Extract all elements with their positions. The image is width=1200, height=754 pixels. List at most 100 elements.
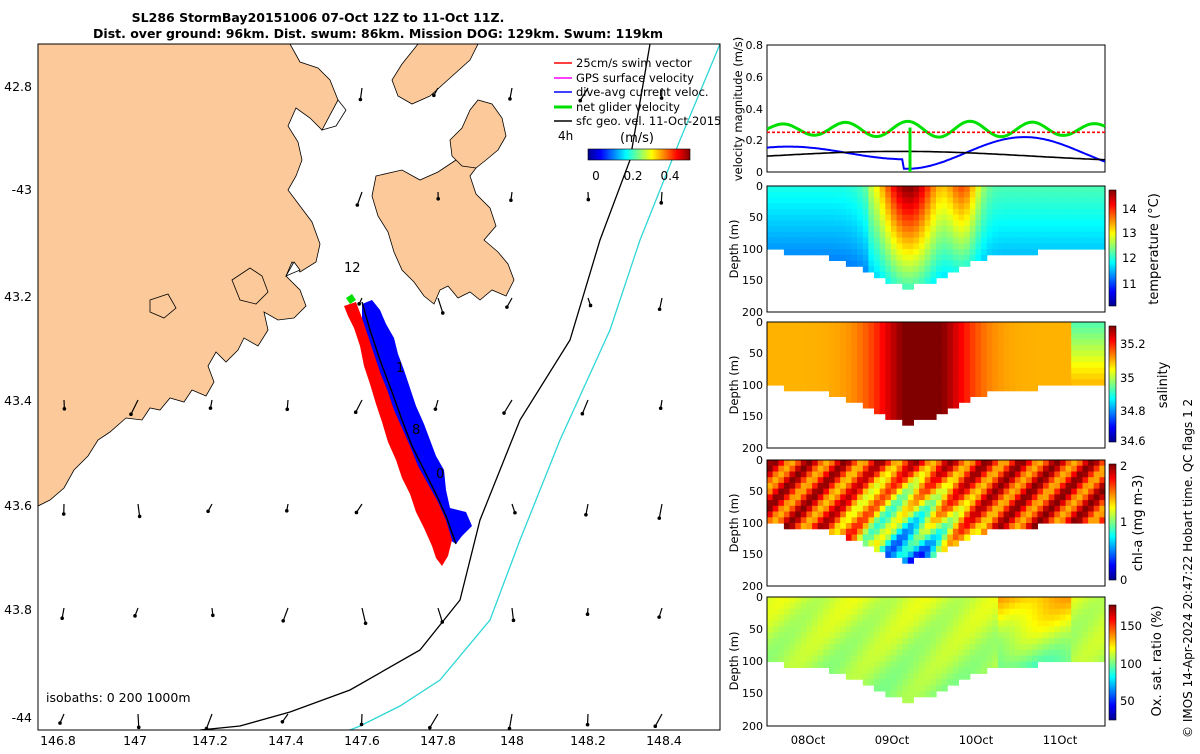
section-cell bbox=[891, 339, 897, 345]
section-cell bbox=[964, 517, 970, 523]
section-cell bbox=[959, 609, 965, 616]
section-cell bbox=[987, 334, 993, 340]
section-cell bbox=[970, 198, 976, 204]
section-cell bbox=[1015, 489, 1021, 495]
section-cell bbox=[801, 186, 807, 192]
section-cell bbox=[947, 673, 953, 680]
chla-section bbox=[767, 460, 1106, 564]
section-cell bbox=[801, 192, 807, 198]
section-cell bbox=[970, 339, 976, 345]
section-cell bbox=[778, 489, 784, 495]
section-cell bbox=[880, 483, 886, 489]
section-cell bbox=[1004, 489, 1010, 495]
section-cell bbox=[959, 644, 965, 651]
section-cell bbox=[891, 483, 897, 489]
section-cell bbox=[885, 374, 891, 380]
section-cell bbox=[846, 460, 852, 466]
section-cell bbox=[812, 249, 818, 255]
section-cell bbox=[801, 220, 807, 226]
section-cell bbox=[773, 345, 779, 351]
section-cell bbox=[1021, 249, 1027, 255]
section-cell bbox=[925, 609, 931, 616]
section-cell bbox=[795, 249, 801, 255]
section-cell bbox=[1021, 512, 1027, 518]
section-cell bbox=[936, 621, 942, 628]
section-cell bbox=[818, 249, 824, 255]
section-cell bbox=[891, 351, 897, 357]
section-cell bbox=[1077, 609, 1083, 616]
section-cell bbox=[863, 615, 869, 622]
section-cell bbox=[959, 368, 965, 374]
section-cell bbox=[1054, 374, 1060, 380]
section-cell bbox=[778, 597, 784, 604]
section-cell bbox=[1049, 238, 1055, 244]
section-cell bbox=[908, 249, 914, 255]
section-cell bbox=[829, 243, 835, 249]
section-cell bbox=[880, 460, 886, 466]
section-cell bbox=[953, 192, 959, 198]
sfc-arrow-head bbox=[356, 203, 360, 207]
section-cell bbox=[914, 523, 920, 529]
section-cell bbox=[947, 650, 953, 657]
section-cell bbox=[925, 667, 931, 674]
section-cell bbox=[1026, 494, 1032, 500]
sfc-arrow bbox=[138, 714, 139, 727]
section-cell bbox=[795, 466, 801, 472]
section-cell bbox=[925, 334, 931, 340]
map-x-tick: 148 bbox=[500, 733, 524, 748]
section-cell bbox=[914, 546, 920, 552]
chla-colorbar bbox=[1109, 464, 1116, 580]
section-cell bbox=[914, 644, 920, 651]
section-cell bbox=[914, 356, 920, 362]
section-cell bbox=[801, 356, 807, 362]
section-cell bbox=[897, 362, 903, 368]
section-cell bbox=[885, 220, 891, 226]
section-cell bbox=[1009, 626, 1015, 633]
section-cell bbox=[987, 477, 993, 483]
section-cell bbox=[880, 272, 886, 278]
section-cell bbox=[1009, 466, 1015, 472]
section-cell bbox=[846, 489, 852, 495]
section-cell bbox=[1043, 198, 1049, 204]
section-cell bbox=[936, 203, 942, 209]
section-cell bbox=[914, 691, 920, 698]
section-cell bbox=[1094, 192, 1100, 198]
ox-cbar-tick: 50 bbox=[1120, 694, 1135, 708]
section-cell bbox=[998, 345, 1004, 351]
depth-tick: 50 bbox=[749, 347, 763, 360]
section-cell bbox=[981, 328, 987, 334]
section-cell bbox=[891, 603, 897, 610]
section-cell bbox=[975, 209, 981, 215]
section-cell bbox=[846, 345, 852, 351]
section-cell bbox=[863, 209, 869, 215]
section-cell bbox=[942, 226, 948, 232]
section-cell bbox=[981, 339, 987, 345]
section-cell bbox=[1088, 609, 1094, 616]
section-cell bbox=[925, 226, 931, 232]
section-cell bbox=[930, 238, 936, 244]
section-cell bbox=[970, 385, 976, 391]
section-cell bbox=[947, 512, 953, 518]
section-cell bbox=[840, 603, 846, 610]
section-cell bbox=[992, 322, 998, 328]
section-cell bbox=[812, 466, 818, 472]
section-cell bbox=[829, 466, 835, 472]
section-cell bbox=[1094, 656, 1100, 663]
section-cell bbox=[790, 500, 796, 506]
section-cell bbox=[863, 266, 869, 272]
section-cell bbox=[908, 203, 914, 209]
section-cell bbox=[970, 328, 976, 334]
section-cell bbox=[852, 243, 858, 249]
section-cell bbox=[1077, 621, 1083, 628]
section-cell bbox=[1021, 477, 1027, 483]
section-cell bbox=[908, 368, 914, 374]
section-cell bbox=[795, 186, 801, 192]
sfc-arrow-head bbox=[658, 307, 662, 311]
section-cell bbox=[840, 494, 846, 500]
section-cell bbox=[863, 243, 869, 249]
sfc-arrow-head bbox=[364, 621, 368, 625]
section-cell bbox=[964, 489, 970, 495]
section-cell bbox=[987, 243, 993, 249]
section-cell bbox=[891, 255, 897, 261]
section-cell bbox=[964, 379, 970, 385]
